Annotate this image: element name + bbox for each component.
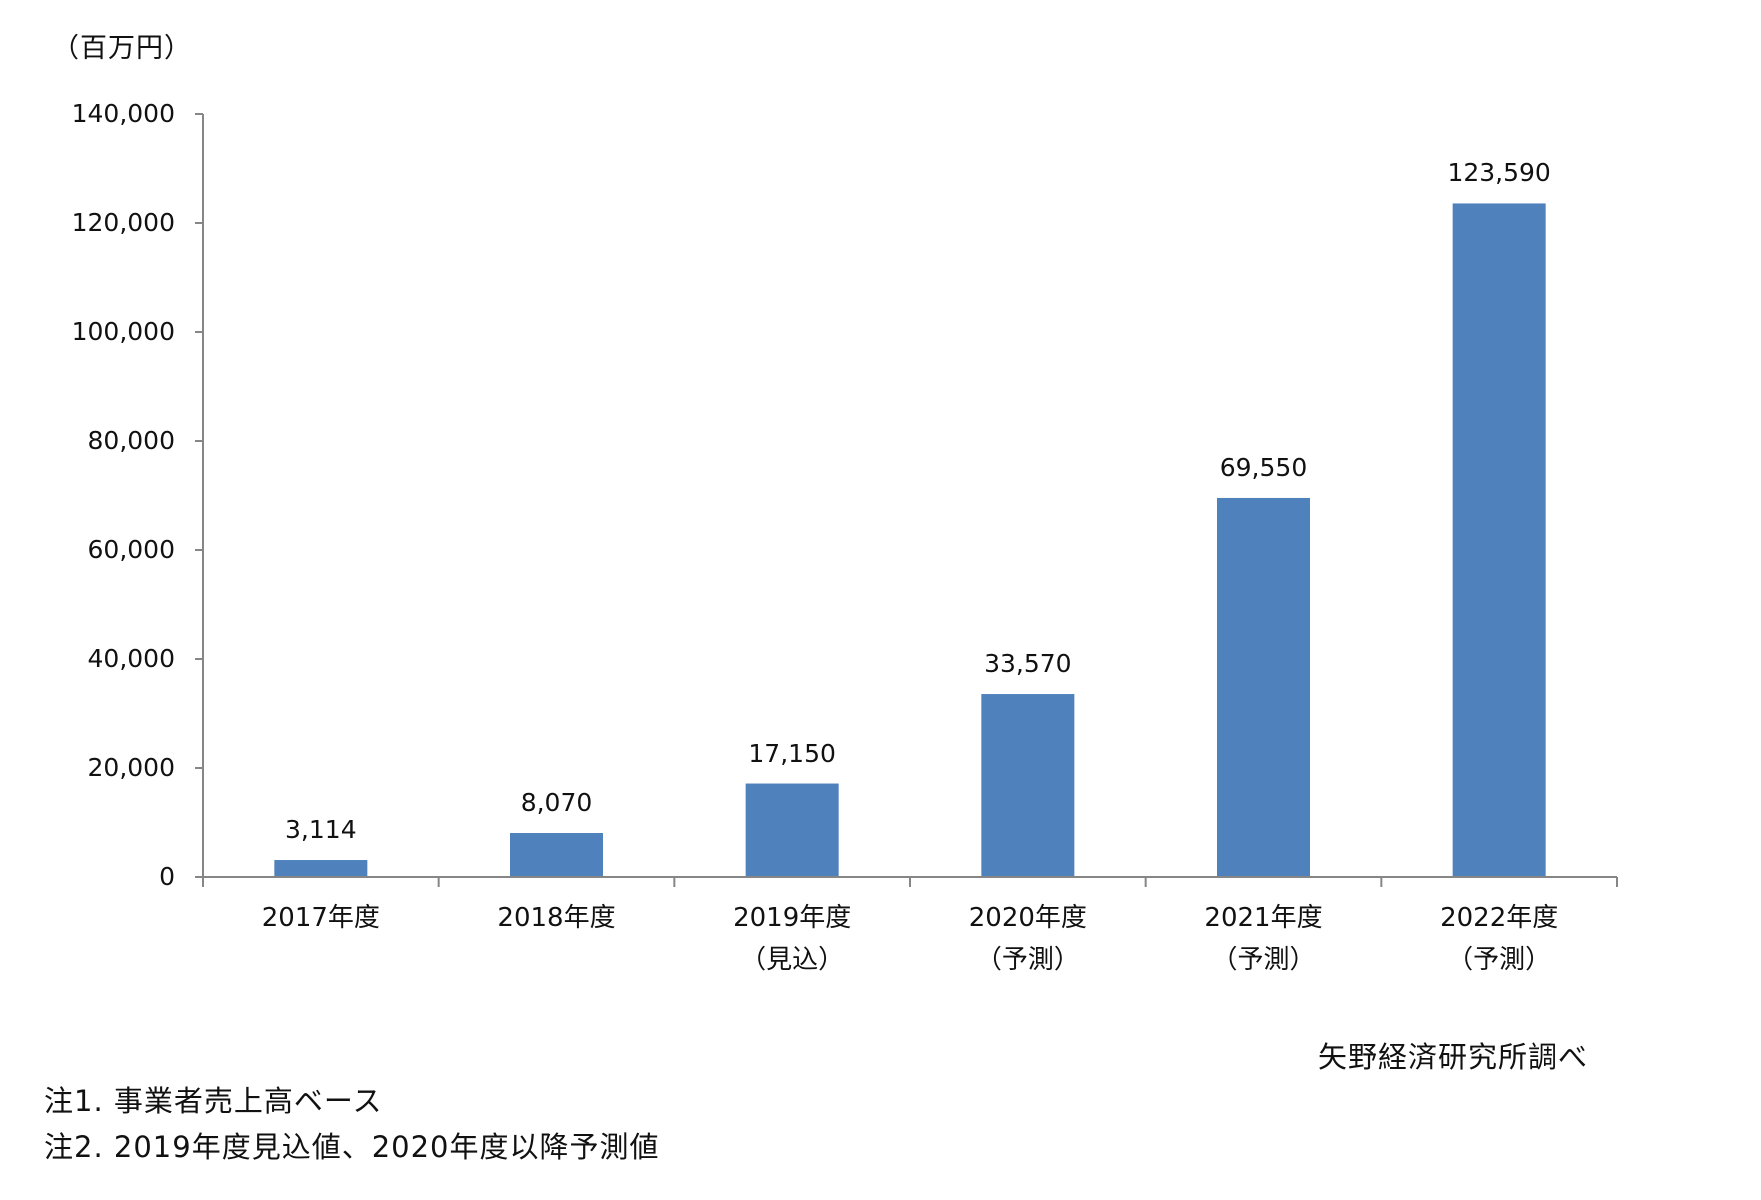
x-category-label: 2020年度 （予測） [968,903,1087,975]
y-tick-label: 120,000 [71,208,175,237]
data-label: 33,570 [984,649,1072,679]
x-category-label: 2017年度 [261,903,380,933]
y-tick-label: 60,000 [87,535,175,564]
bar [981,694,1075,877]
data-label: 8,070 [520,788,593,818]
y-axis-unit-label: （百万円） [52,33,192,64]
y-tick-label: 140,000 [71,99,175,128]
data-label: 123,590 [1447,158,1551,188]
x-category-label: 2019年度 （見込） [733,903,852,975]
x-category-label: 2018年度 [497,903,616,933]
bar [510,833,603,877]
y-tick-label: 100,000 [71,317,175,346]
y-tick-label: 20,000 [87,753,175,782]
y-tick-label: 0 [159,862,175,891]
bar [1217,497,1310,877]
bar [1452,203,1546,877]
axes [195,113,1618,887]
data-label: 69,550 [1219,452,1308,482]
footnote-2: 注2. 2019年度見込値、2020年度以降予測値 [44,1130,660,1164]
y-tick-label: 80,000 [87,426,175,455]
x-category-label: 2021年度 （予測） [1204,903,1323,975]
bar-series [274,203,1546,877]
data-label: 3,114 [285,815,357,845]
y-tick-label: 40,000 [87,644,175,673]
bar [745,783,839,877]
x-category-label: 2022年度 （予測） [1440,903,1559,975]
footnote-1: 注1. 事業者売上高ベース [44,1084,383,1118]
bar [274,860,368,877]
data-label: 17,150 [748,738,836,768]
source-note: 矢野経済研究所調べ [1318,1040,1589,1074]
